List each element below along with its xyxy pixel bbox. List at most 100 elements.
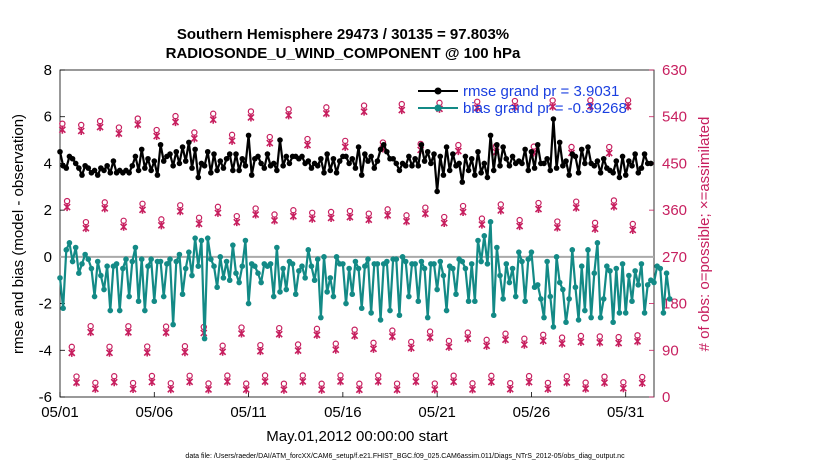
bias-point	[641, 310, 648, 316]
bias-point	[644, 282, 651, 288]
rmse-point	[585, 144, 591, 150]
bias-point	[63, 247, 70, 253]
bias-point	[503, 261, 510, 267]
rmse-point	[314, 162, 321, 169]
bias-point	[663, 270, 670, 277]
rmse-point	[415, 162, 422, 169]
obs-assimilated-marker	[516, 222, 524, 231]
bias-point	[525, 256, 532, 262]
obs-assimilated-marker	[365, 215, 373, 224]
rmse-point	[236, 167, 242, 174]
rmse-point	[365, 158, 371, 164]
bias-point	[255, 270, 261, 277]
rmse-point	[371, 165, 378, 171]
y-tick-label: 0	[44, 249, 52, 266]
bias-point	[258, 279, 264, 286]
rmse-point	[522, 146, 528, 153]
bias-point	[387, 307, 393, 314]
obs-assimilated-marker	[336, 377, 345, 386]
rmse-point	[641, 151, 648, 157]
bias-point	[296, 268, 302, 274]
rmse-point	[264, 151, 271, 157]
rmse-point	[211, 151, 217, 157]
right-y-tick-label: 90	[662, 342, 679, 359]
bias-point	[572, 284, 579, 291]
bias-point	[211, 263, 217, 270]
rmse-point	[129, 162, 136, 169]
rmse-point	[223, 155, 230, 162]
obs-assimilated-marker	[280, 385, 288, 394]
obs-assimilated-marker	[219, 347, 227, 356]
rmse-point	[468, 155, 475, 162]
rmse-point	[94, 172, 101, 178]
bias-point	[563, 319, 569, 326]
rmse-point	[324, 151, 330, 157]
bias-point	[450, 265, 456, 272]
rmse-point	[497, 162, 503, 169]
obs-assimilated-marker	[454, 147, 462, 156]
bias-point	[468, 261, 475, 267]
rmse-point	[258, 160, 264, 167]
bias-point	[582, 307, 588, 314]
bias-point	[123, 256, 129, 262]
bias-point	[236, 279, 242, 286]
bias-point	[396, 312, 403, 319]
bias-point	[377, 317, 384, 323]
y-axis-label: rmse and bias (model - observation)	[10, 114, 27, 354]
bias-point	[157, 258, 164, 265]
x-tick-label: 05/06	[136, 404, 174, 421]
rmse-point	[531, 165, 538, 171]
obs-assimilated-marker	[341, 142, 349, 151]
obs-assimilated-marker	[214, 208, 222, 217]
obs-assimilated-marker	[544, 384, 552, 393]
obs-assimilated-marker	[464, 334, 472, 343]
rmse-point	[594, 158, 601, 164]
rmse-point	[142, 165, 148, 171]
bias-point	[311, 277, 318, 284]
rmse-point	[57, 148, 63, 155]
obs-assimilated-marker	[591, 224, 599, 233]
obs-assimilated-marker	[129, 385, 137, 394]
obs-assimilated-marker	[256, 347, 264, 356]
rmse-point	[456, 160, 462, 167]
bias-point	[173, 258, 180, 265]
rmse-point	[572, 153, 579, 160]
bias-point	[267, 261, 274, 267]
obs-assimilated-marker	[115, 129, 123, 138]
rmse-point	[632, 151, 638, 157]
bias-point	[519, 258, 525, 265]
bias-point	[472, 298, 478, 305]
bias-point	[497, 272, 503, 279]
rmse-point	[396, 167, 403, 174]
rmse-point	[318, 155, 324, 162]
rmse-point	[368, 153, 374, 160]
rmse-point	[327, 167, 334, 174]
bias-point	[626, 272, 632, 279]
bias-point	[252, 263, 258, 270]
rmse-point	[308, 165, 315, 171]
rmse-point	[478, 169, 484, 176]
bias-point	[528, 249, 535, 255]
bias-point	[490, 312, 497, 319]
obs-assimilated-marker	[619, 384, 627, 393]
obs-assimilated-marker	[285, 111, 293, 120]
y-tick-label: -4	[39, 342, 52, 359]
bias-point	[522, 298, 528, 305]
obs-assimilated-marker	[247, 113, 255, 122]
obs-assimilated-marker	[148, 377, 156, 386]
obs-assimilated-marker	[445, 342, 453, 351]
bias-point	[443, 307, 450, 314]
bias-point	[556, 279, 563, 286]
rmse-point	[362, 151, 368, 157]
bias-point	[541, 314, 547, 321]
rmse-point	[648, 160, 654, 167]
rmse-point	[239, 155, 246, 162]
bias-point	[575, 317, 582, 323]
rmse-point	[544, 155, 550, 162]
bias-point	[487, 219, 494, 225]
obs-assimilated-marker	[483, 341, 491, 350]
bias-point	[340, 261, 346, 267]
rmse-point	[380, 141, 387, 148]
bias-point	[120, 265, 126, 272]
